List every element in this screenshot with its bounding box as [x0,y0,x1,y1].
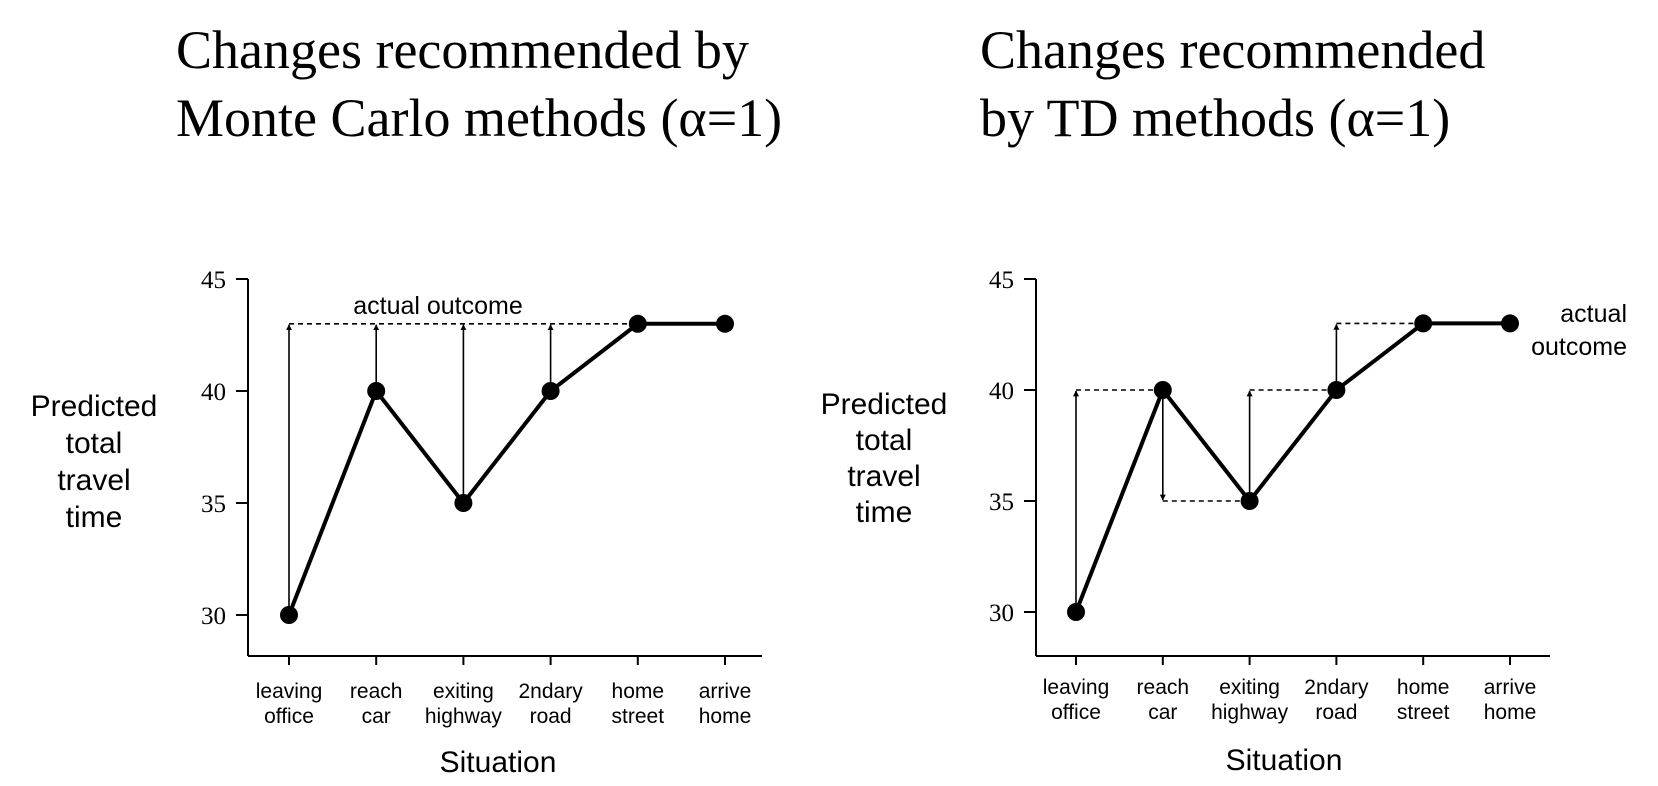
data-point [541,382,560,400]
x-tick-label: leaving [1043,676,1110,699]
data-point [280,606,298,624]
data-point [367,382,386,400]
x-tick-label: home [612,680,665,703]
y-axis-title-line: Predicted [31,390,158,423]
x-tick-label: office [264,705,314,728]
y-axis-title-line: total [66,427,123,460]
y-axis-title-line: Predicted [821,388,948,421]
data-point [1067,603,1085,621]
x-tick-label: arrive [1484,676,1537,699]
data-point [628,314,647,333]
y-tick-label: 30 [989,600,1014,627]
data-point [1501,314,1519,333]
data-point [716,314,734,333]
y-tick-label: 45 [201,267,226,294]
data-point [454,494,473,512]
y-tick-label: 30 [201,603,226,630]
x-tick-label: reach [1137,676,1190,699]
x-tick-label: road [1315,701,1357,724]
y-tick-label: 35 [989,489,1014,516]
chart-title-monte-carlo: Changes recommended by Monte Carlo metho… [176,16,782,152]
y-tick-label: 35 [201,491,226,518]
prediction-series-line [287,321,725,616]
x-tick-label: street [612,705,665,728]
actual-outcome-label: actual [1560,300,1627,328]
actual-outcome-label: outcome [1531,333,1627,361]
x-tick-label: home [1484,701,1537,724]
data-point [1414,314,1433,333]
y-axis-title-line: travel [57,464,130,497]
x-tick-label: 2ndary [518,680,583,703]
x-tick-label: leaving [256,680,323,703]
x-tick-label: exiting [1219,676,1280,699]
actual-outcome-label: actual outcome [353,292,523,320]
title-line: Changes recommended by [176,20,749,80]
y-tick-label: 40 [201,379,226,406]
y-axis-title-line: travel [847,460,920,493]
data-point [1240,492,1259,510]
x-axis-title: Situation [1226,744,1343,777]
x-tick-label: street [1397,701,1450,724]
y-axis-title-line: time [66,501,123,534]
prediction-series-line [1074,321,1510,613]
y-axis-title-line: time [856,496,913,529]
y-tick-label: 40 [989,378,1014,405]
data-point [1153,381,1172,399]
y-axis-title-line: total [856,424,913,457]
x-tick-label: office [1051,701,1101,724]
title-line: Monte Carlo methods (α=1) [176,88,783,148]
x-axis-title: Situation [440,746,557,779]
x-tick-label: 2ndary [1304,676,1369,699]
x-tick-label: highway [1211,701,1289,724]
x-tick-label: car [362,705,391,728]
x-tick-label: home [699,705,752,728]
data-point [1327,381,1346,399]
x-tick-label: road [530,705,572,728]
x-tick-label: exiting [433,680,494,703]
x-tick-label: arrive [699,680,752,703]
title-line: Changes recommended [980,20,1486,80]
title-line: by TD methods (α=1) [980,88,1451,148]
chart-title-td: Changes recommended by TD methods (α=1) [980,16,1485,152]
x-tick-label: highway [425,705,503,728]
x-tick-label: reach [350,680,403,703]
x-tick-label: car [1148,701,1177,724]
y-tick-label: 45 [989,267,1014,294]
x-tick-label: home [1397,676,1450,699]
